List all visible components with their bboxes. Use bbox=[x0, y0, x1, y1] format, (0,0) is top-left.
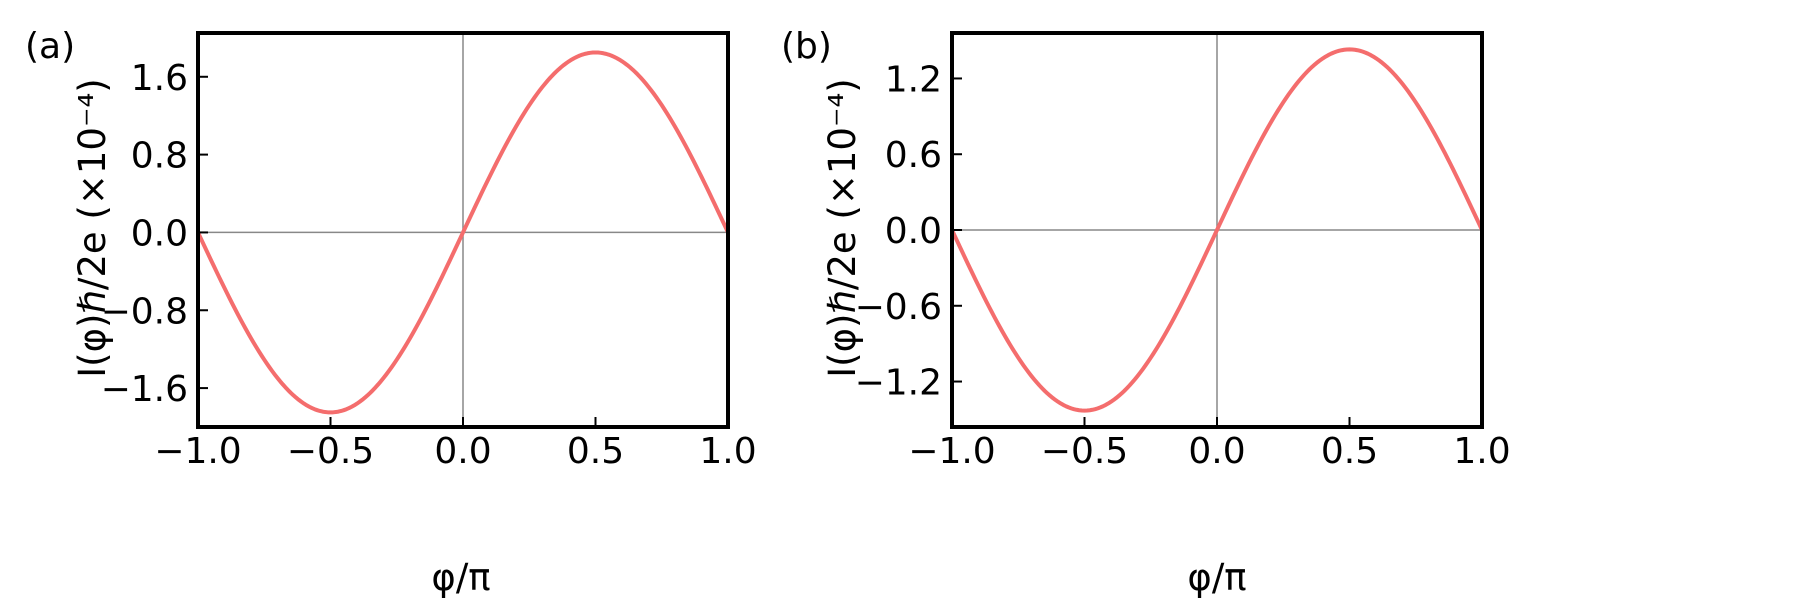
panel-label: (b) bbox=[781, 26, 832, 67]
y-tick-label: 1.2 bbox=[885, 59, 942, 100]
chart-panel-b: (b) I(φ)ℏ/2e (×10⁻⁴) φ/π −1.0 −0.5 0.0 0.5 1… bbox=[781, 26, 1511, 598]
x-tick-label: 0.5 bbox=[567, 431, 624, 472]
x-tick-label: 1.0 bbox=[699, 431, 756, 472]
x-tick-label: 1.0 bbox=[1453, 431, 1510, 472]
y-tick-label: −1.6 bbox=[101, 369, 188, 410]
y-tick-label: −1.2 bbox=[855, 363, 942, 404]
x-tick-label: −1.0 bbox=[908, 431, 995, 472]
plot-area: −1.0 −0.5 0.0 0.5 1.0 −1.2 −0.6 0.0 0.6 1.2 bbox=[855, 31, 1511, 472]
y-tick-label: 0.0 bbox=[131, 213, 188, 254]
y-tick-label: 1.6 bbox=[131, 58, 188, 99]
x-tick-label: −1.0 bbox=[154, 431, 241, 472]
chart-panel-a: (a) I(φ)ℏ/2e (×10⁻⁴) φ/π −1.0 −0.5 0.0 0.5 1… bbox=[25, 26, 757, 598]
series-line bbox=[196, 50, 730, 415]
y-axis-label: I(φ)ℏ/2e (×10⁻⁴) bbox=[71, 78, 114, 378]
y-tick-label: 0.0 bbox=[885, 211, 942, 252]
x-tick-label: 0.0 bbox=[434, 431, 491, 472]
x-tick-label: 0.5 bbox=[1321, 431, 1378, 472]
y-tick-label: 0.6 bbox=[885, 135, 942, 176]
plot-area: −1.0 −0.5 0.0 0.5 1.0 −1.6 −0.8 0.0 0.8 1.6 bbox=[101, 31, 757, 472]
x-tick-label: −0.5 bbox=[287, 431, 374, 472]
y-tick-label: −0.8 bbox=[101, 291, 188, 332]
y-tick-label: 0.8 bbox=[131, 136, 188, 177]
y-tick-label: −0.6 bbox=[855, 287, 942, 328]
series-line bbox=[950, 47, 1484, 413]
panel-label: (a) bbox=[25, 26, 75, 67]
y-axis-label: I(φ)ℏ/2e (×10⁻⁴) bbox=[821, 78, 864, 378]
x-tick-label: −0.5 bbox=[1041, 431, 1128, 472]
x-axis-label: φ/π bbox=[431, 556, 490, 598]
x-tick-label: 0.0 bbox=[1188, 431, 1245, 472]
x-axis-label: φ/π bbox=[1187, 556, 1246, 598]
